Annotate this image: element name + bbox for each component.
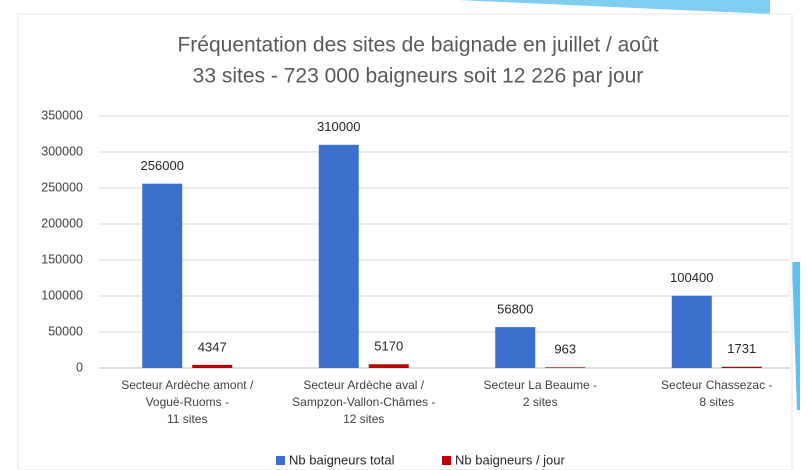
legend-swatch [442, 456, 451, 465]
x-tick-label: 12 sites [343, 412, 384, 426]
legend-label: Nb baigneurs total [289, 452, 395, 467]
bar [671, 295, 712, 368]
x-tick-label: Secteur La Beaume - [484, 378, 597, 392]
x-tick-label: Voguë-Ruoms - [146, 395, 229, 409]
y-tick-label: 200000 [41, 216, 83, 230]
value-label: 4347 [198, 339, 227, 354]
decor-stripe [792, 262, 800, 410]
y-tick-label: 100000 [41, 288, 83, 302]
value-label: 963 [554, 341, 576, 356]
x-tick-label: Secteur Ardèche aval / [303, 378, 424, 392]
bar [545, 367, 586, 368]
y-tick-label: 350000 [41, 108, 83, 122]
bar [368, 364, 409, 368]
chart-title: 33 sites - 723 000 baigneurs soit 12 226… [193, 65, 644, 88]
x-tick-label: 2 sites [523, 395, 558, 409]
x-tick-label: Sampzon-Vallon-Châmes - [292, 395, 435, 409]
y-tick-label: 300000 [41, 144, 83, 158]
value-label: 1731 [727, 341, 756, 356]
value-label: 5170 [374, 339, 403, 354]
bar [142, 183, 183, 368]
x-tick-label: Secteur Chassezac - [661, 378, 772, 392]
chart-border [17, 13, 793, 470]
legend-swatch [276, 456, 285, 465]
value-label: 256000 [141, 158, 184, 173]
x-tick-label: Secteur Ardèche amont / [121, 378, 254, 392]
decor-stripe [458, 0, 770, 14]
bar [318, 144, 359, 368]
value-label: 100400 [670, 270, 713, 285]
legend-label: Nb baigneurs / jour [455, 452, 566, 467]
y-tick-label: 150000 [41, 252, 83, 266]
y-tick-label: 250000 [41, 180, 83, 194]
x-tick-label: 8 sites [699, 395, 734, 409]
chart-title: Fréquentation des sites de baignade en j… [177, 34, 658, 57]
bar [721, 366, 762, 368]
y-tick-label: 0 [76, 360, 83, 374]
value-label: 56800 [497, 302, 533, 317]
bar [192, 364, 233, 368]
x-tick-label: 11 sites [167, 412, 207, 426]
y-tick-label: 50000 [48, 324, 83, 338]
bar [495, 327, 536, 368]
value-label: 310000 [317, 119, 360, 134]
